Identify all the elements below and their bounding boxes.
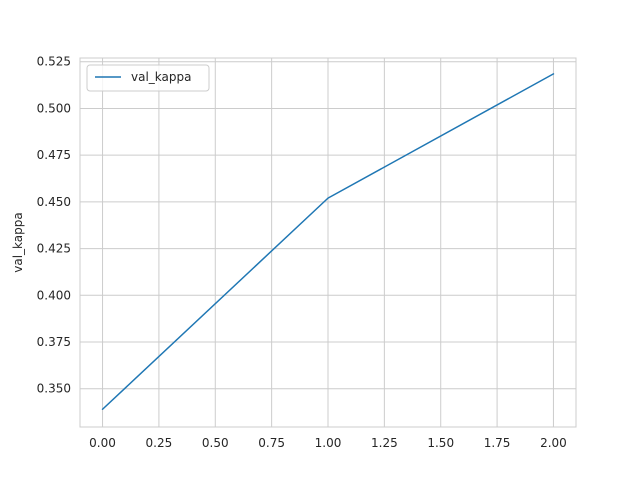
legend-label: val_kappa: [131, 70, 191, 84]
y-tick-label: 0.450: [37, 195, 71, 209]
plot-area-frame: [79, 57, 577, 428]
x-tick-label: 1.50: [427, 436, 454, 450]
y-tick-label: 0.475: [37, 148, 71, 162]
series-layer: [101, 73, 555, 410]
x-tick-label: 1.25: [371, 436, 398, 450]
legend: val_kappa: [86, 64, 210, 92]
y-axis-label: val_kappa: [11, 212, 25, 272]
x-tick-label: 0.75: [258, 436, 285, 450]
x-tick-label: 0.50: [202, 436, 229, 450]
y-tick-label: 0.425: [37, 242, 71, 256]
x-tick-label: 0.00: [89, 436, 116, 450]
y-tick-label: 0.400: [37, 288, 71, 302]
y-tick-label: 0.350: [37, 382, 71, 396]
y-tick-label: 0.525: [37, 55, 71, 69]
x-tick-label: 1.75: [484, 436, 511, 450]
legend-box: [86, 64, 210, 92]
y-axis-ticks: 0.350 0.375 0.400 0.425 0.450 0.475 0.500 0.525: [37, 55, 71, 396]
x-axis-ticks: 0.00 0.25 0.50 0.75 1.00 1.25 1.50 1.75 2.00: [89, 436, 567, 450]
x-tick-label: 2.00: [540, 436, 567, 450]
x-tick-label: 1.00: [315, 436, 342, 450]
y-tick-label: 0.500: [37, 101, 71, 115]
grid: [80, 58, 576, 427]
x-tick-label: 0.25: [146, 436, 173, 450]
y-tick-label: 0.375: [37, 335, 71, 349]
